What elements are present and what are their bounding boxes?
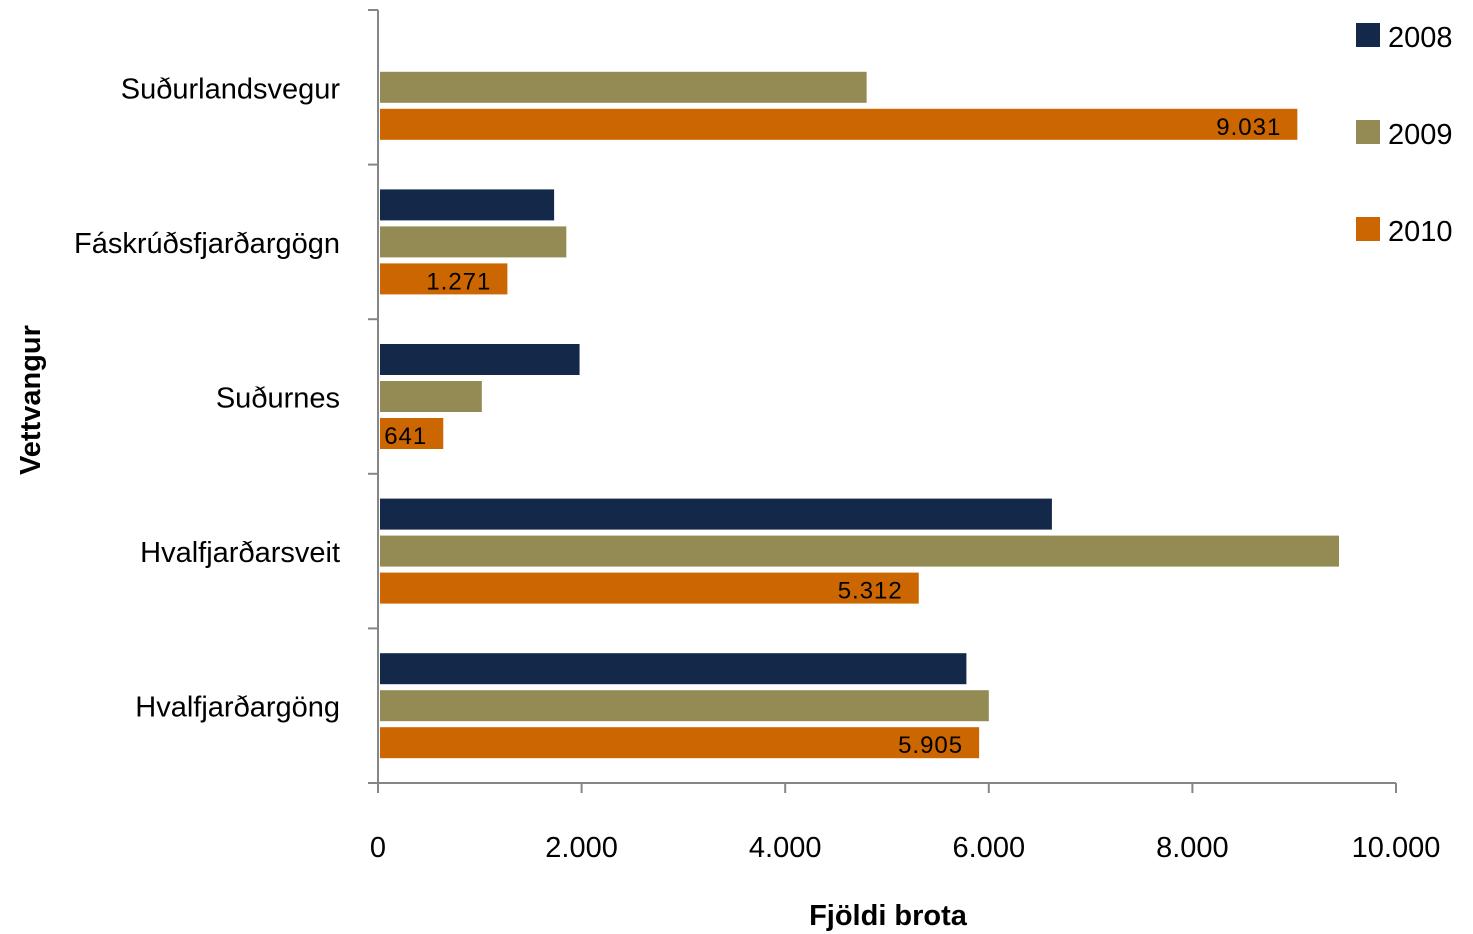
axes-layer [368, 9, 1397, 793]
data-label: 641 [384, 423, 427, 450]
legend-label-2008: 2008 [1388, 22, 1453, 54]
data-label: 5.312 [838, 578, 903, 605]
bar-2008-1 [380, 498, 1052, 530]
data-label: 5.905 [898, 732, 963, 759]
bar-2009-2 [380, 381, 482, 412]
bar-2010-2 [380, 418, 444, 449]
legend-swatch-2008 [1356, 23, 1380, 47]
category-label: Hvalfjarðargöng [135, 692, 340, 724]
labels-layer: Hvalfjarðargöng Hvalfjarðarsveit Suðurnes F… [15, 73, 1440, 932]
bars-layer [380, 71, 1339, 759]
category-label: Suðurnes [216, 383, 340, 415]
category-label: Suðurlandsvegur [121, 73, 341, 105]
bar-2008-3 [380, 189, 555, 221]
y-axis-title: Vettvangur [15, 325, 47, 475]
category-label: Hvalfjarðarsveit [140, 537, 340, 569]
legend: 2008 2009 2010 [1356, 22, 1453, 248]
bar-2010-3 [380, 263, 508, 295]
legend-swatch-2009 [1356, 120, 1380, 144]
data-label: 9.031 [1216, 114, 1281, 141]
bar-2009-1 [380, 535, 1339, 567]
bar-2008-0 [380, 653, 967, 685]
legend-label-2010: 2010 [1388, 216, 1453, 248]
bar-2010-0 [380, 727, 980, 759]
bar-2010-1 [380, 572, 919, 604]
bar-2009-4 [380, 71, 867, 103]
x-tick-label: 4.000 [749, 832, 822, 864]
bar-2009-3 [380, 226, 567, 258]
bar-2008-2 [380, 344, 580, 375]
bar-2009-0 [380, 690, 989, 722]
x-tick-label: 8.000 [1156, 832, 1229, 864]
legend-label-2009: 2009 [1388, 119, 1453, 151]
x-axis-title: Fjöldi brota [809, 900, 968, 932]
bar-2010-4 [380, 108, 1298, 140]
legend-swatch-2010 [1356, 217, 1380, 241]
x-tick-label: 6.000 [953, 832, 1026, 864]
x-tick-label: 0 [370, 832, 386, 864]
x-tick-label: 2.000 [545, 832, 618, 864]
x-tick-label: 10.000 [1352, 832, 1441, 864]
category-label: Fáskrúðsfjarðargögn [74, 228, 340, 260]
data-label: 1.271 [426, 268, 491, 295]
